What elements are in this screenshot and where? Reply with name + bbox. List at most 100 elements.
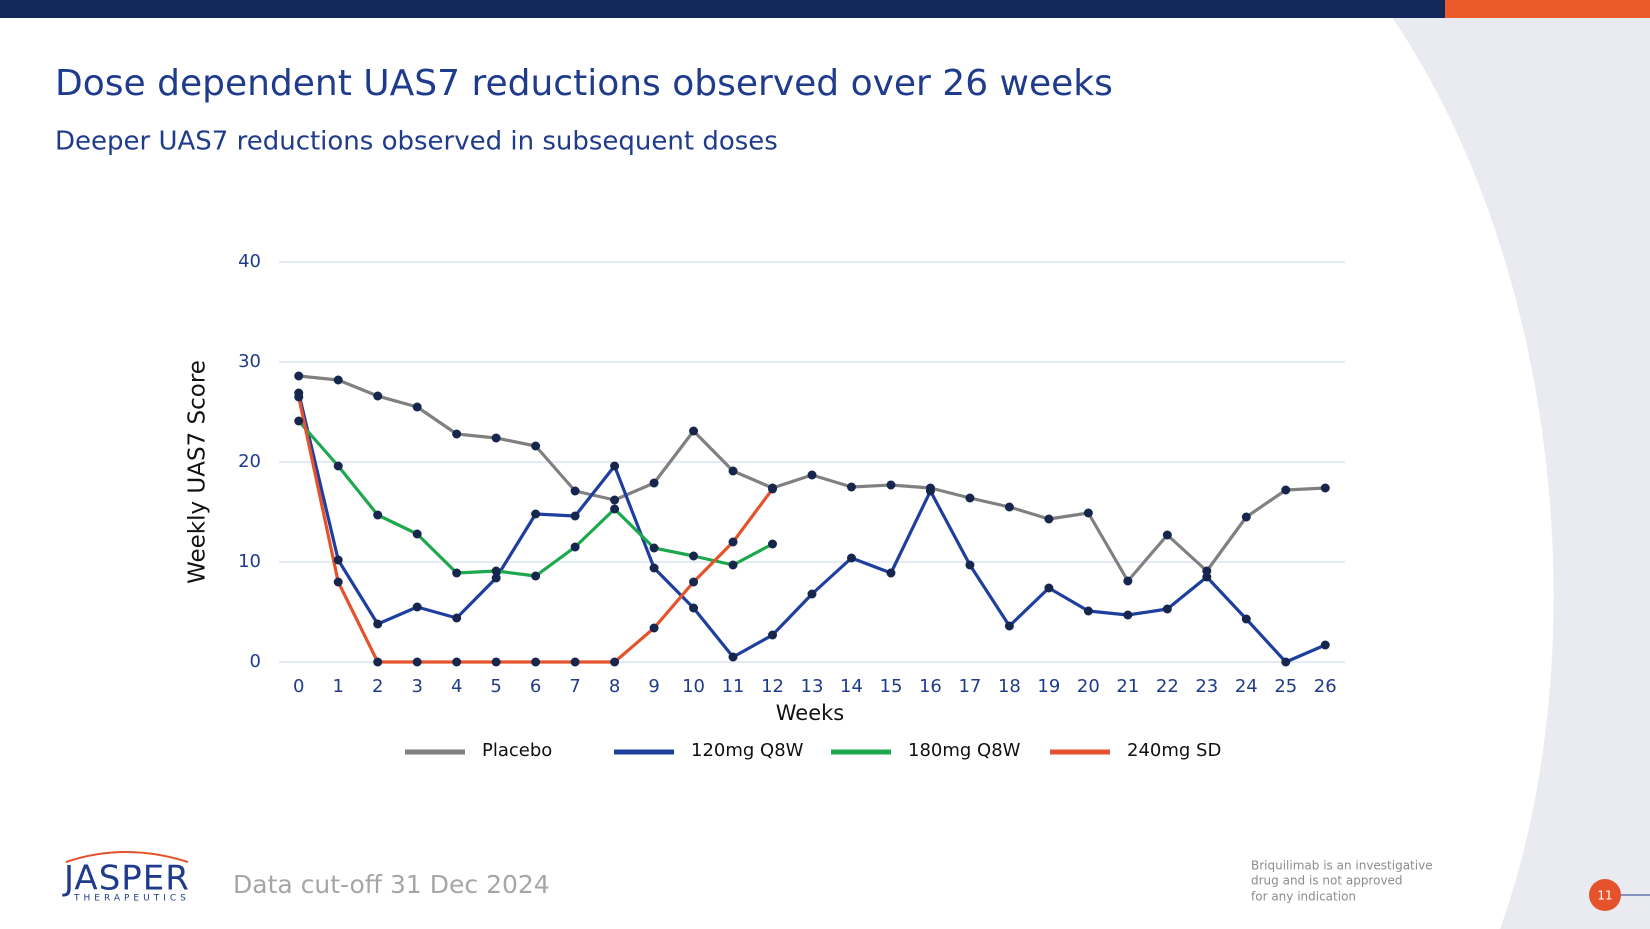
data-point [728,560,738,570]
data-point [294,371,304,381]
x-tick-label: 17 [958,676,981,697]
x-tick-label: 11 [722,676,745,697]
legend-label: 120mg Q8W [691,740,804,761]
x-tick-label: 22 [1156,676,1179,697]
data-point [649,623,659,633]
data-point [412,602,422,612]
data-point [1123,576,1133,586]
data-point [846,553,856,563]
page-badge [1589,879,1621,911]
data-point [689,603,699,613]
data-point [610,657,620,667]
x-tick-label: 23 [1195,676,1218,697]
x-tick-label: 1 [332,676,343,697]
x-tick-label: 7 [569,676,580,697]
x-tick-label: 3 [411,676,422,697]
data-point [452,429,462,439]
data-point [965,493,975,503]
data-point [531,509,541,519]
x-tick-label: 25 [1274,676,1297,697]
y-tick-label: 40 [238,251,261,272]
data-point [531,657,541,667]
x-tick-label: 2 [372,676,383,697]
data-point [1044,514,1054,524]
data-point [412,529,422,539]
data-point [373,510,383,520]
x-tick-label: 10 [682,676,705,697]
logo-arc [65,851,189,863]
data-point [768,539,778,549]
data-cutoff: Data cut-off 31 Dec 2024 [233,870,550,899]
data-point [728,652,738,662]
data-point [531,441,541,451]
x-tick-label: 16 [919,676,942,697]
top-banner-accent [1445,0,1650,18]
data-point [1320,640,1330,650]
data-point [1320,483,1330,493]
data-point [610,504,620,514]
data-point [1162,604,1172,614]
data-point [1241,512,1251,522]
data-point [728,537,738,547]
data-point [610,461,620,471]
x-tick-label: 13 [801,676,824,697]
data-point [1083,606,1093,616]
data-point [1202,572,1212,582]
data-point [373,657,383,667]
data-point [965,560,975,570]
data-point [333,461,343,471]
legend-label: 240mg SD [1127,740,1221,761]
x-tick-label: 21 [1116,676,1139,697]
data-point [886,568,896,578]
data-point [1004,621,1014,631]
data-point [689,551,699,561]
data-point [452,568,462,578]
x-tick-label: 15 [880,676,903,697]
data-point [649,543,659,553]
page-number: 11 [1597,889,1612,903]
x-tick-label: 14 [840,676,863,697]
disclaimer-line: Briquilimab is an investigative [1251,859,1433,873]
x-tick-label: 9 [648,676,659,697]
data-point [1123,610,1133,620]
data-point [491,657,501,667]
data-point [1241,614,1251,624]
disclaimer-line: drug and is not approved [1251,874,1403,888]
x-tick-label: 24 [1235,676,1258,697]
x-tick-label: 8 [609,676,620,697]
data-point [886,480,896,490]
x-tick-label: 19 [1037,676,1060,697]
logo-name: JASPER [62,859,190,899]
data-point [1044,583,1054,593]
subtitle: Deeper UAS7 reductions observed in subse… [55,127,778,157]
legend-label: Placebo [482,740,552,761]
data-point [570,486,580,496]
y-tick-label: 10 [238,551,261,572]
x-tick-label: 0 [293,676,304,697]
data-point [1004,502,1014,512]
x-tick-label: 26 [1314,676,1337,697]
legend-label: 180mg Q8W [908,740,1021,761]
data-point [649,563,659,573]
data-point [925,486,935,496]
data-point [452,613,462,623]
data-point [491,433,501,443]
data-point [846,482,856,492]
data-point [294,416,304,426]
x-tick-label: 4 [451,676,462,697]
data-point [333,577,343,587]
y-tick-label: 0 [250,651,261,672]
x-tick-label: 18 [998,676,1021,697]
x-tick-label: 5 [490,676,501,697]
data-point [689,577,699,587]
data-point [491,573,501,583]
y-axis-label: Weekly UAS7 Score [185,360,211,584]
data-point [412,402,422,412]
data-point [570,542,580,552]
x-tick-label: 12 [761,676,784,697]
data-point [412,657,422,667]
data-point [649,478,659,488]
data-point [373,619,383,629]
data-point [1281,657,1291,667]
